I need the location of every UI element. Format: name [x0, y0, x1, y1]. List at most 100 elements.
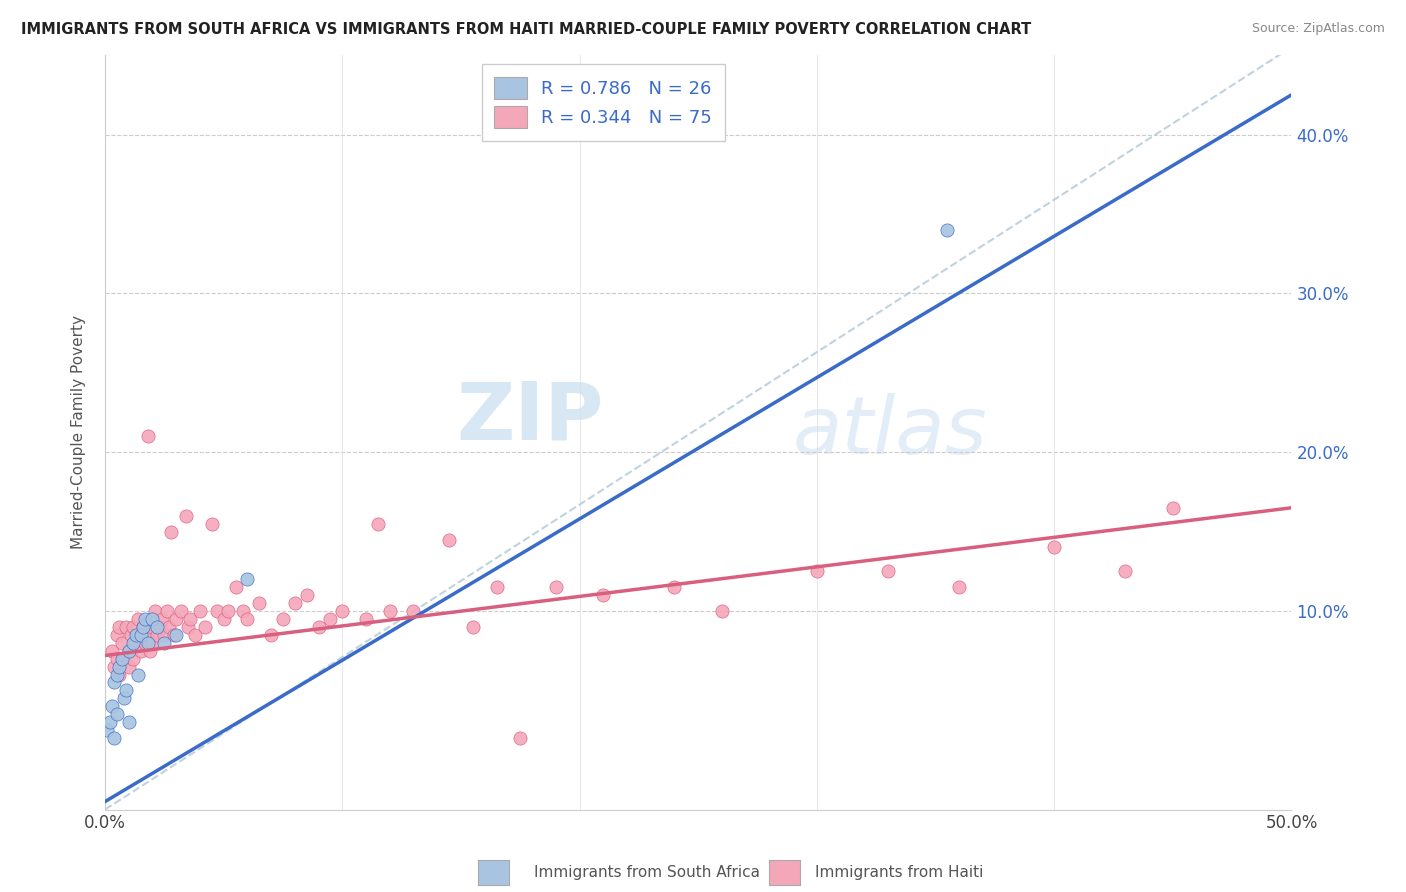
Point	[120, 628, 142, 642]
Point	[103, 659, 125, 673]
Point	[402, 604, 425, 618]
Point	[232, 604, 254, 618]
Point	[101, 644, 124, 658]
Point	[509, 731, 531, 745]
Point	[139, 644, 162, 658]
Point	[122, 636, 145, 650]
Point	[1114, 564, 1136, 578]
Point	[105, 707, 128, 722]
Point	[129, 628, 152, 642]
Point	[125, 636, 148, 650]
Point	[101, 699, 124, 714]
Point	[461, 620, 484, 634]
Point	[224, 580, 246, 594]
Point	[127, 612, 149, 626]
Point	[177, 620, 200, 634]
Point	[260, 628, 283, 642]
Point	[179, 612, 201, 626]
Point	[188, 604, 211, 618]
Point	[485, 580, 508, 594]
Point	[205, 604, 228, 618]
Point	[115, 683, 138, 698]
Point	[165, 612, 187, 626]
Point	[156, 604, 179, 618]
Point	[146, 620, 169, 634]
Point	[105, 628, 128, 642]
Point	[212, 612, 235, 626]
Point	[236, 572, 259, 586]
Point	[108, 659, 131, 673]
Point	[271, 612, 294, 626]
Point	[98, 715, 121, 730]
Point	[134, 612, 156, 626]
Point	[110, 636, 132, 650]
Point	[936, 223, 959, 237]
Point	[132, 620, 155, 634]
Point	[236, 612, 259, 626]
Point	[170, 604, 193, 618]
Point	[174, 508, 197, 523]
Point	[136, 429, 159, 443]
Point	[96, 723, 118, 738]
Point	[141, 620, 163, 634]
Point	[710, 604, 733, 618]
Point	[125, 628, 148, 642]
Point	[664, 580, 686, 594]
Text: Source: ZipAtlas.com: Source: ZipAtlas.com	[1251, 22, 1385, 36]
Point	[118, 644, 141, 658]
Point	[136, 636, 159, 650]
Text: atlas: atlas	[793, 393, 988, 471]
Point	[367, 516, 389, 531]
Text: ZIP: ZIP	[456, 378, 603, 456]
Point	[877, 564, 900, 578]
Text: Immigrants from Haiti: Immigrants from Haiti	[815, 865, 984, 880]
Point	[378, 604, 401, 618]
Point	[112, 691, 135, 706]
Point	[105, 667, 128, 681]
Point	[201, 516, 224, 531]
Point	[806, 564, 828, 578]
Point	[127, 667, 149, 681]
Point	[284, 596, 307, 610]
Point	[112, 651, 135, 665]
Point	[118, 644, 141, 658]
Point	[122, 620, 145, 634]
Point	[308, 620, 330, 634]
Point	[319, 612, 342, 626]
Point	[592, 588, 614, 602]
Point	[136, 628, 159, 642]
Point	[1161, 500, 1184, 515]
Point	[143, 604, 166, 618]
Point	[948, 580, 970, 594]
Point	[105, 651, 128, 665]
Point	[134, 636, 156, 650]
Point	[103, 675, 125, 690]
Point	[295, 588, 318, 602]
Point	[108, 667, 131, 681]
Point	[163, 628, 186, 642]
Point	[165, 628, 187, 642]
Point	[1043, 541, 1066, 555]
Point	[129, 628, 152, 642]
Point	[247, 596, 270, 610]
Point	[354, 612, 377, 626]
Point	[129, 644, 152, 658]
Point	[118, 659, 141, 673]
Point	[141, 636, 163, 650]
Point	[108, 620, 131, 634]
Point	[217, 604, 239, 618]
Point	[146, 628, 169, 642]
Point	[437, 533, 460, 547]
Text: Immigrants from South Africa: Immigrants from South Africa	[534, 865, 761, 880]
Point	[160, 524, 183, 539]
Point	[153, 628, 176, 642]
Point	[544, 580, 567, 594]
Point	[122, 651, 145, 665]
Point	[148, 620, 170, 634]
Point	[194, 620, 217, 634]
Point	[110, 651, 132, 665]
Point	[157, 620, 180, 634]
Point	[132, 620, 155, 634]
Point	[153, 636, 176, 650]
Text: IMMIGRANTS FROM SOUTH AFRICA VS IMMIGRANTS FROM HAITI MARRIED-COUPLE FAMILY POVE: IMMIGRANTS FROM SOUTH AFRICA VS IMMIGRAN…	[21, 22, 1032, 37]
